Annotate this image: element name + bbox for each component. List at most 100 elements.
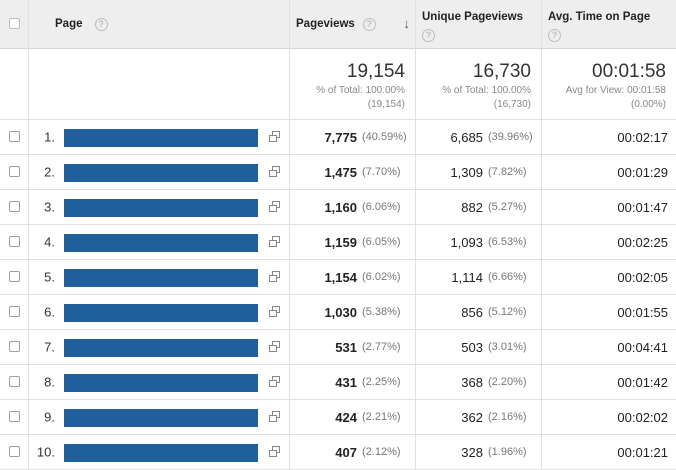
total-pageviews-value: 19,154 [346, 61, 405, 82]
avg-time-value: 00:01:55 [617, 304, 668, 320]
pageviews-cell: 431 (2.25%) [290, 365, 416, 400]
unique-pageviews-percent: (5.27%) [488, 201, 527, 213]
row-checkbox[interactable] [9, 411, 20, 422]
pageviews-value: 407 [335, 444, 357, 460]
avg-time-cell: 00:02:17 [542, 120, 676, 155]
help-icon[interactable]: ? [362, 17, 376, 31]
pageviews-percent: (2.21%) [362, 411, 401, 423]
pageviews-cell: 1,030 (5.38%) [290, 295, 416, 330]
row-checkbox[interactable] [9, 376, 20, 387]
pageviews-value: 431 [335, 374, 357, 390]
page-url-redacted-bar[interactable] [64, 304, 258, 322]
open-page-icon[interactable] [269, 341, 281, 353]
open-page-icon[interactable] [269, 271, 281, 283]
avg-time-cell: 00:04:41 [542, 330, 676, 365]
unique-pageviews-cell: 1,309 (7.82%) [416, 155, 542, 190]
page-url-redacted-bar[interactable] [64, 269, 258, 287]
row-checkbox-cell [0, 400, 29, 435]
page-url-redacted-bar[interactable] [64, 409, 258, 427]
row-checkbox[interactable] [9, 201, 20, 212]
row-checkbox[interactable] [9, 131, 20, 142]
help-icon[interactable]: ? [422, 29, 435, 42]
page-cell: 3. [29, 190, 290, 225]
row-checkbox-cell [0, 330, 29, 365]
unique-pageviews-cell: 362 (2.16%) [416, 400, 542, 435]
row-checkbox[interactable] [9, 236, 20, 247]
page-url-redacted-bar[interactable] [64, 234, 258, 252]
total-avg-time-value: 00:01:58 [592, 61, 666, 82]
avg-time-value: 00:01:47 [617, 199, 668, 215]
unique-pageviews-percent: (7.82%) [488, 166, 527, 178]
avg-time-value: 00:01:42 [617, 374, 668, 390]
help-icon[interactable]: ? [94, 17, 108, 31]
open-page-icon[interactable] [269, 306, 281, 318]
pageviews-cell: 1,154 (6.02%) [290, 260, 416, 295]
open-page-icon[interactable] [269, 411, 281, 423]
page-url-redacted-bar[interactable] [64, 164, 258, 182]
open-page-icon[interactable] [269, 376, 281, 388]
open-page-icon[interactable] [269, 201, 281, 213]
row-checkbox-cell [0, 155, 29, 190]
row-checkbox-cell [0, 295, 29, 330]
unique-pageviews-column-header[interactable]: Unique Pageviews ? [416, 0, 542, 49]
pageviews-cell: 1,159 (6.05%) [290, 225, 416, 260]
avg-time-column-header[interactable]: Avg. Time on Page ? [542, 0, 676, 49]
unique-pageviews-percent: (2.16%) [488, 411, 527, 423]
pageviews-value: 1,030 [324, 304, 357, 320]
open-page-icon[interactable] [269, 131, 281, 143]
row-checkbox-cell [0, 190, 29, 225]
unique-pageviews-value: 362 [461, 409, 483, 425]
pageviews-value: 531 [335, 339, 357, 355]
row-number: 9. [44, 409, 55, 425]
totals-page-cell [29, 49, 290, 120]
row-checkbox[interactable] [9, 306, 20, 317]
row-checkbox-cell [0, 365, 29, 400]
unique-pageviews-cell: 503 (3.01%) [416, 330, 542, 365]
unique-pageviews-percent: (5.12%) [488, 306, 527, 318]
unique-pageviews-value: 1,093 [450, 234, 483, 250]
unique-pageviews-value: 856 [461, 304, 483, 320]
unique-pageviews-value: 882 [461, 199, 483, 215]
row-checkbox-cell [0, 225, 29, 260]
page-column-header[interactable]: Page ? [29, 0, 290, 49]
pageviews-percent: (6.02%) [362, 271, 401, 283]
page-cell: 9. [29, 400, 290, 435]
help-icon[interactable]: ? [548, 29, 561, 42]
row-checkbox[interactable] [9, 341, 20, 352]
row-number: 3. [44, 199, 55, 215]
unique-pageviews-cell: 328 (1.96%) [416, 435, 542, 470]
unique-pageviews-header-label: Unique Pageviews [422, 11, 523, 23]
page-url-redacted-bar[interactable] [64, 129, 258, 147]
page-url-redacted-bar[interactable] [64, 374, 258, 392]
page-url-redacted-bar[interactable] [64, 444, 258, 462]
pageviews-value: 1,159 [324, 234, 357, 250]
row-checkbox-cell [0, 260, 29, 295]
pageviews-value: 1,154 [324, 269, 357, 285]
open-page-icon[interactable] [269, 236, 281, 248]
row-checkbox[interactable] [9, 166, 20, 177]
pageviews-header-label: Pageviews [296, 18, 355, 30]
totals-pageviews: 19,154 % of Total: 100.00% (19,154) [290, 49, 416, 120]
open-page-icon[interactable] [269, 166, 281, 178]
page-url-redacted-bar[interactable] [64, 339, 258, 357]
select-all-cell [0, 0, 29, 49]
unique-pageviews-value: 368 [461, 374, 483, 390]
pageviews-column-header[interactable]: Pageviews ? ↓ [290, 0, 416, 49]
pageviews-cell: 1,475 (7.70%) [290, 155, 416, 190]
row-checkbox[interactable] [9, 271, 20, 282]
total-avg-time-view: Avg for View: 00:01:58 [565, 85, 666, 96]
sort-descending-icon[interactable]: ↓ [403, 16, 411, 31]
page-url-redacted-bar[interactable] [64, 199, 258, 217]
row-checkbox[interactable] [9, 446, 20, 457]
pageviews-cell: 407 (2.12%) [290, 435, 416, 470]
pageviews-percent: (6.06%) [362, 201, 401, 213]
avg-time-cell: 00:01:42 [542, 365, 676, 400]
unique-pageviews-percent: (6.53%) [488, 236, 527, 248]
unique-pageviews-percent: (2.20%) [488, 376, 527, 388]
unique-pageviews-cell: 882 (5.27%) [416, 190, 542, 225]
unique-pageviews-percent: (3.01%) [488, 341, 527, 353]
select-all-checkbox[interactable] [9, 18, 20, 29]
open-page-icon[interactable] [269, 446, 281, 458]
unique-pageviews-cell: 856 (5.12%) [416, 295, 542, 330]
